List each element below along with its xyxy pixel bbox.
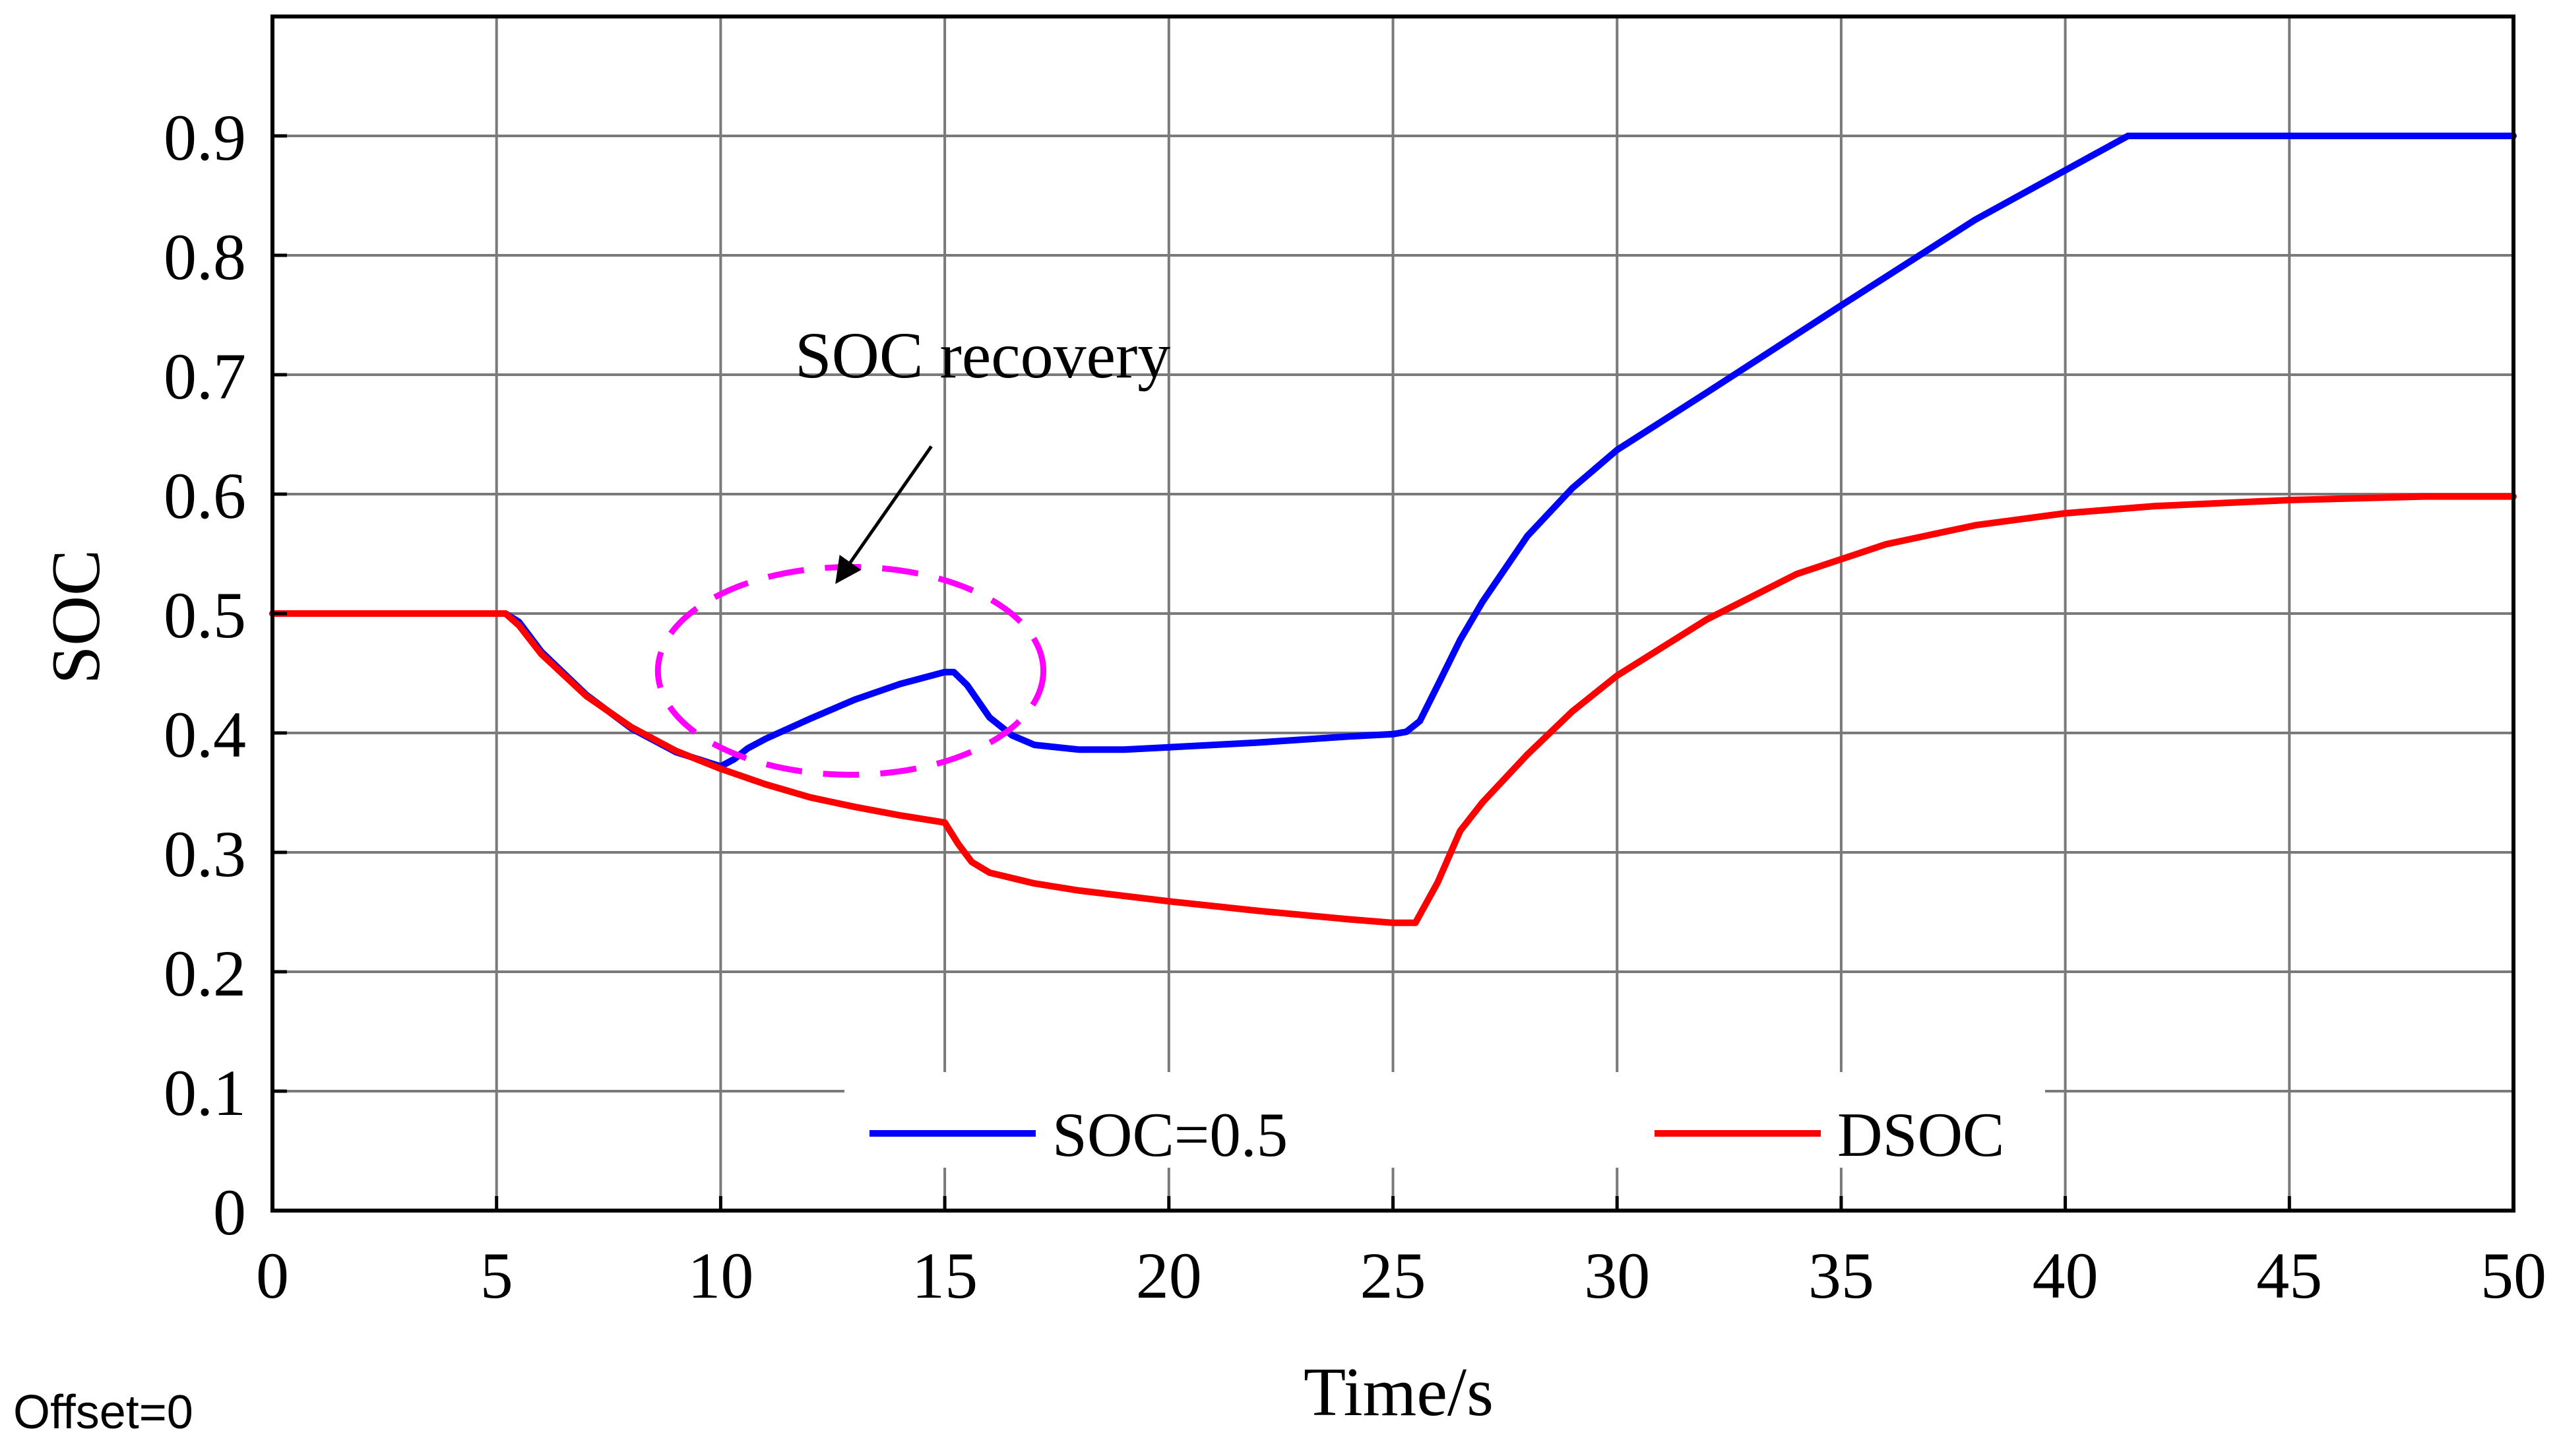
legend-label-dsoc: DSOC xyxy=(1837,1100,2004,1170)
x-tick-label: 30 xyxy=(1584,1239,1650,1312)
ticks: 0 5 10 15 20 25 30 35 40 45 50 0 0.1 0.2 0.3 0.4 0.5 0.6 0… xyxy=(164,101,2546,1312)
x-tick-label: 40 xyxy=(2033,1239,2099,1312)
x-tick-label: 10 xyxy=(687,1239,753,1312)
y-tick-label: 0.5 xyxy=(164,579,246,652)
legend-label-soc05: SOC=0.5 xyxy=(1052,1100,1288,1170)
x-tick-label: 50 xyxy=(2480,1239,2546,1312)
y-tick-label: 0.6 xyxy=(164,459,246,532)
soc-recovery-arrow xyxy=(835,445,933,585)
y-tick-label: 0.7 xyxy=(164,340,246,413)
y-tick-label: 0 xyxy=(213,1176,246,1249)
x-tick-label: 15 xyxy=(912,1239,978,1312)
soc-recovery-ellipse xyxy=(654,563,1047,778)
y-tick-label: 0.3 xyxy=(164,817,246,891)
legend: SOC=0.5 DSOC xyxy=(844,1072,2045,1170)
x-tick-label: 35 xyxy=(1808,1239,1874,1312)
x-tick-label: 45 xyxy=(2256,1239,2322,1312)
soc-recovery-label: SOC recovery xyxy=(795,319,1170,392)
offset-label: Offset=0 xyxy=(13,1386,193,1439)
y-axis-title: SOC xyxy=(37,550,114,684)
legend-box xyxy=(844,1072,2045,1168)
x-tick-label: 20 xyxy=(1136,1239,1202,1312)
y-tick-label: 0.1 xyxy=(164,1056,246,1129)
x-tick-label: 0 xyxy=(256,1239,289,1312)
series-layer xyxy=(269,133,2517,926)
y-tick-label: 0.4 xyxy=(164,698,246,771)
grid xyxy=(272,16,2513,1211)
series-line-dsoc xyxy=(269,493,2517,926)
x-tick-label: 25 xyxy=(1360,1239,1426,1312)
x-axis-title: Time/s xyxy=(1304,1353,1494,1430)
annotation-layer: SOC recovery xyxy=(654,319,1170,778)
x-tick-label: 5 xyxy=(480,1239,513,1312)
y-tick-label: 0.8 xyxy=(164,220,246,294)
y-tick-label: 0.9 xyxy=(164,101,246,174)
y-tick-label: 0.2 xyxy=(164,937,246,1010)
